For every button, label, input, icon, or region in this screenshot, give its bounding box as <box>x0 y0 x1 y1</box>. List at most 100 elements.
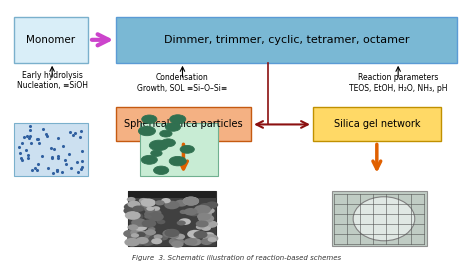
FancyBboxPatch shape <box>313 107 441 141</box>
Point <box>54 156 62 160</box>
Point <box>34 168 41 172</box>
Circle shape <box>194 205 211 214</box>
Circle shape <box>202 211 212 216</box>
Circle shape <box>197 213 211 220</box>
Circle shape <box>127 236 136 241</box>
Point <box>17 151 24 155</box>
Point <box>21 135 28 139</box>
FancyBboxPatch shape <box>128 191 216 198</box>
Circle shape <box>184 238 198 245</box>
Circle shape <box>158 235 168 241</box>
Point <box>59 144 67 149</box>
Circle shape <box>144 215 152 219</box>
Point <box>33 137 41 141</box>
Point <box>26 134 34 138</box>
Circle shape <box>128 224 138 230</box>
Circle shape <box>199 203 213 211</box>
Circle shape <box>126 238 140 246</box>
Point <box>50 147 58 151</box>
Text: Figure  3. Schematic illustration of reaction-based schemes: Figure 3. Schematic illustration of reac… <box>132 255 342 261</box>
Circle shape <box>130 203 141 209</box>
Circle shape <box>143 221 153 226</box>
FancyBboxPatch shape <box>128 191 216 246</box>
Circle shape <box>201 226 211 231</box>
Circle shape <box>184 208 198 216</box>
Point <box>31 166 39 170</box>
Circle shape <box>139 221 149 227</box>
Circle shape <box>132 206 144 212</box>
Point <box>71 132 79 136</box>
Circle shape <box>138 203 151 210</box>
Point <box>17 156 25 161</box>
Point <box>25 156 32 160</box>
Circle shape <box>169 156 186 166</box>
Circle shape <box>135 231 148 238</box>
Point <box>43 132 50 136</box>
Circle shape <box>171 241 183 248</box>
Circle shape <box>196 225 205 230</box>
Circle shape <box>174 234 185 239</box>
Circle shape <box>145 209 162 217</box>
Point <box>63 162 70 166</box>
Circle shape <box>151 238 162 244</box>
Point <box>55 136 62 140</box>
Circle shape <box>133 223 147 231</box>
Circle shape <box>124 203 139 211</box>
Circle shape <box>169 237 184 246</box>
Circle shape <box>187 230 202 238</box>
Point <box>47 146 55 150</box>
Point <box>61 158 68 162</box>
Circle shape <box>152 206 160 211</box>
Point <box>53 168 61 172</box>
Point <box>58 170 65 174</box>
Circle shape <box>163 229 178 238</box>
Circle shape <box>204 221 218 228</box>
Point <box>18 141 26 145</box>
Point <box>48 156 56 160</box>
Point <box>27 141 35 145</box>
FancyBboxPatch shape <box>140 123 218 176</box>
Circle shape <box>161 139 175 147</box>
Text: Spherical silica particles: Spherical silica particles <box>124 119 243 129</box>
Circle shape <box>151 150 162 156</box>
Circle shape <box>129 212 144 220</box>
Point <box>43 134 51 138</box>
Circle shape <box>183 196 199 205</box>
Circle shape <box>179 218 191 225</box>
Circle shape <box>125 211 141 220</box>
FancyBboxPatch shape <box>332 191 427 246</box>
Circle shape <box>137 207 145 211</box>
Circle shape <box>142 220 156 228</box>
Text: Monomer: Monomer <box>27 35 75 45</box>
Point <box>34 162 42 166</box>
Point <box>74 170 82 174</box>
Point <box>35 141 42 145</box>
Point <box>77 129 84 133</box>
Circle shape <box>124 238 140 247</box>
Circle shape <box>180 210 188 214</box>
Point <box>48 155 55 160</box>
Point <box>54 169 61 173</box>
Circle shape <box>140 199 156 207</box>
Circle shape <box>130 229 144 236</box>
Ellipse shape <box>353 197 415 241</box>
Circle shape <box>164 201 180 209</box>
Circle shape <box>147 212 164 221</box>
Point <box>66 130 73 134</box>
Circle shape <box>204 208 215 214</box>
Point <box>34 137 42 141</box>
Circle shape <box>154 234 163 239</box>
Point <box>38 154 46 158</box>
Circle shape <box>180 145 194 153</box>
Text: Dimmer, trimmer, cyclic, tetramer, octamer: Dimmer, trimmer, cyclic, tetramer, octam… <box>164 35 410 45</box>
Point <box>76 135 84 139</box>
Circle shape <box>154 166 169 174</box>
Text: Condensation
Growth, SOL ≡Si–O–Si≡: Condensation Growth, SOL ≡Si–O–Si≡ <box>137 73 228 93</box>
Circle shape <box>142 115 157 123</box>
Point <box>77 167 84 171</box>
Circle shape <box>141 234 153 240</box>
Point <box>67 166 75 170</box>
Circle shape <box>136 232 146 237</box>
Circle shape <box>148 235 163 243</box>
FancyBboxPatch shape <box>116 107 251 141</box>
